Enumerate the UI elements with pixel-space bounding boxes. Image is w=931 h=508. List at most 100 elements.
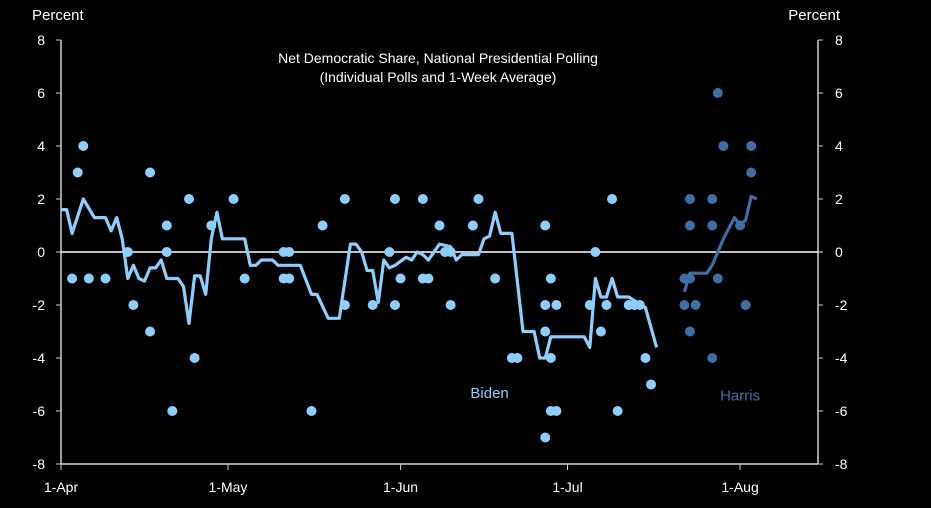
biden-poll-point	[395, 273, 406, 284]
y-tick-label-left: 6	[37, 85, 45, 101]
biden-poll-point	[284, 273, 295, 284]
harris-poll-point	[735, 220, 746, 231]
biden-poll-point	[161, 247, 172, 257]
y-tick-label-left: 2	[37, 191, 45, 207]
harris-poll-point	[690, 300, 701, 310]
biden-poll-point	[434, 220, 445, 231]
biden-average-line	[61, 197, 659, 360]
y-tick-label-left: -8	[33, 456, 46, 472]
harris-poll-point	[684, 194, 695, 204]
biden-poll-point	[206, 220, 217, 231]
biden-poll-point	[540, 300, 551, 310]
biden-poll-point	[145, 167, 156, 178]
biden-poll-point	[367, 300, 378, 310]
biden-poll-point	[612, 406, 623, 416]
chart-title: Net Democratic Share, National President…	[278, 50, 598, 66]
harris-poll-point	[707, 353, 718, 363]
y-tick-label-right: -2	[835, 297, 848, 313]
biden-poll-point	[445, 247, 456, 257]
x-tick-label: 1-Jul	[552, 479, 582, 495]
biden-poll-point	[284, 247, 295, 257]
y-tick-label-left: 8	[37, 32, 45, 48]
biden-poll-point	[601, 300, 612, 310]
biden-poll-point	[467, 220, 478, 231]
biden-poll-point	[78, 141, 89, 151]
y-tick-label-right: 2	[835, 191, 843, 207]
y-tick-label-right: -8	[835, 456, 848, 472]
chart-subtitle: (Individual Polls and 1-Week Average)	[320, 69, 557, 85]
harris-average-line	[682, 194, 758, 293]
biden-poll-point	[72, 167, 83, 178]
y-tick-label-right: 4	[835, 138, 843, 154]
biden-poll-point	[339, 300, 350, 310]
biden-poll-point	[184, 194, 195, 204]
y-tick-label-right: 8	[835, 32, 843, 48]
biden-poll-point	[540, 432, 551, 443]
x-tick-label: 1-May	[209, 479, 248, 495]
biden-poll-point	[595, 326, 606, 337]
harris-poll-point	[707, 194, 718, 204]
biden-poll-point	[551, 300, 562, 310]
y-tick-label-left: -6	[33, 403, 46, 419]
harris-poll-point	[684, 220, 695, 231]
right-axis-unit-label: Percent	[788, 7, 841, 24]
biden-poll-point	[607, 194, 618, 204]
harris-poll-point	[684, 326, 695, 337]
biden-poll-point	[167, 406, 178, 416]
biden-poll-point	[473, 194, 484, 204]
biden-poll-point	[389, 300, 400, 310]
biden-poll-point	[512, 353, 523, 363]
biden-poll-point	[540, 220, 551, 231]
y-tick-label-left: -4	[33, 350, 46, 366]
x-tick-label: 1-Aug	[721, 479, 758, 495]
biden-poll-point	[189, 353, 200, 363]
biden-poll-point	[640, 353, 651, 363]
biden-poll-point	[339, 194, 350, 204]
biden-poll-point	[584, 300, 595, 310]
biden-poll-point	[423, 273, 434, 284]
biden-poll-point	[317, 220, 328, 231]
x-tick-label: 1-Jun	[383, 479, 418, 495]
biden-poll-point	[100, 273, 111, 284]
biden-poll-point	[83, 273, 94, 284]
biden-poll-point	[590, 247, 601, 257]
y-tick-label-left: 4	[37, 138, 45, 154]
biden-poll-point	[417, 194, 428, 204]
biden-poll-point	[161, 220, 172, 231]
biden-poll-point	[239, 273, 250, 284]
biden-poll-point	[122, 247, 133, 257]
harris-poll-point	[707, 220, 718, 231]
harris-series-label: Harris	[720, 387, 760, 404]
biden-poll-point	[128, 300, 139, 310]
biden-poll-point	[545, 353, 556, 363]
harris-poll-point	[684, 273, 695, 284]
y-tick-label-right: -4	[835, 350, 848, 366]
biden-poll-point	[389, 194, 400, 204]
y-tick-label-left: -2	[33, 297, 46, 313]
y-tick-label-left: 0	[37, 244, 45, 260]
biden-poll-point	[145, 326, 156, 337]
y-tick-label-right: -6	[835, 403, 848, 419]
biden-poll-point	[540, 326, 551, 337]
biden-poll-point	[646, 379, 657, 390]
biden-poll-point	[551, 406, 562, 416]
biden-poll-point	[445, 300, 456, 310]
harris-poll-point	[712, 273, 723, 284]
biden-poll-point	[545, 273, 556, 284]
biden-series-label: Biden	[470, 385, 508, 402]
y-tick-label-right: 6	[835, 85, 843, 101]
harris-poll-point	[712, 88, 723, 98]
x-tick-label: 1-Apr	[44, 479, 79, 495]
biden-poll-point	[228, 194, 239, 204]
harris-poll-point	[740, 300, 751, 310]
harris-poll-point	[746, 167, 757, 178]
biden-poll-point	[384, 247, 395, 257]
biden-poll-point	[67, 273, 78, 284]
left-axis-unit-label: Percent	[32, 7, 85, 24]
biden-poll-point	[634, 300, 645, 310]
biden-poll-point	[490, 273, 501, 284]
y-tick-label-right: 0	[835, 244, 843, 260]
biden-poll-point	[306, 406, 317, 416]
harris-poll-point	[718, 141, 729, 151]
